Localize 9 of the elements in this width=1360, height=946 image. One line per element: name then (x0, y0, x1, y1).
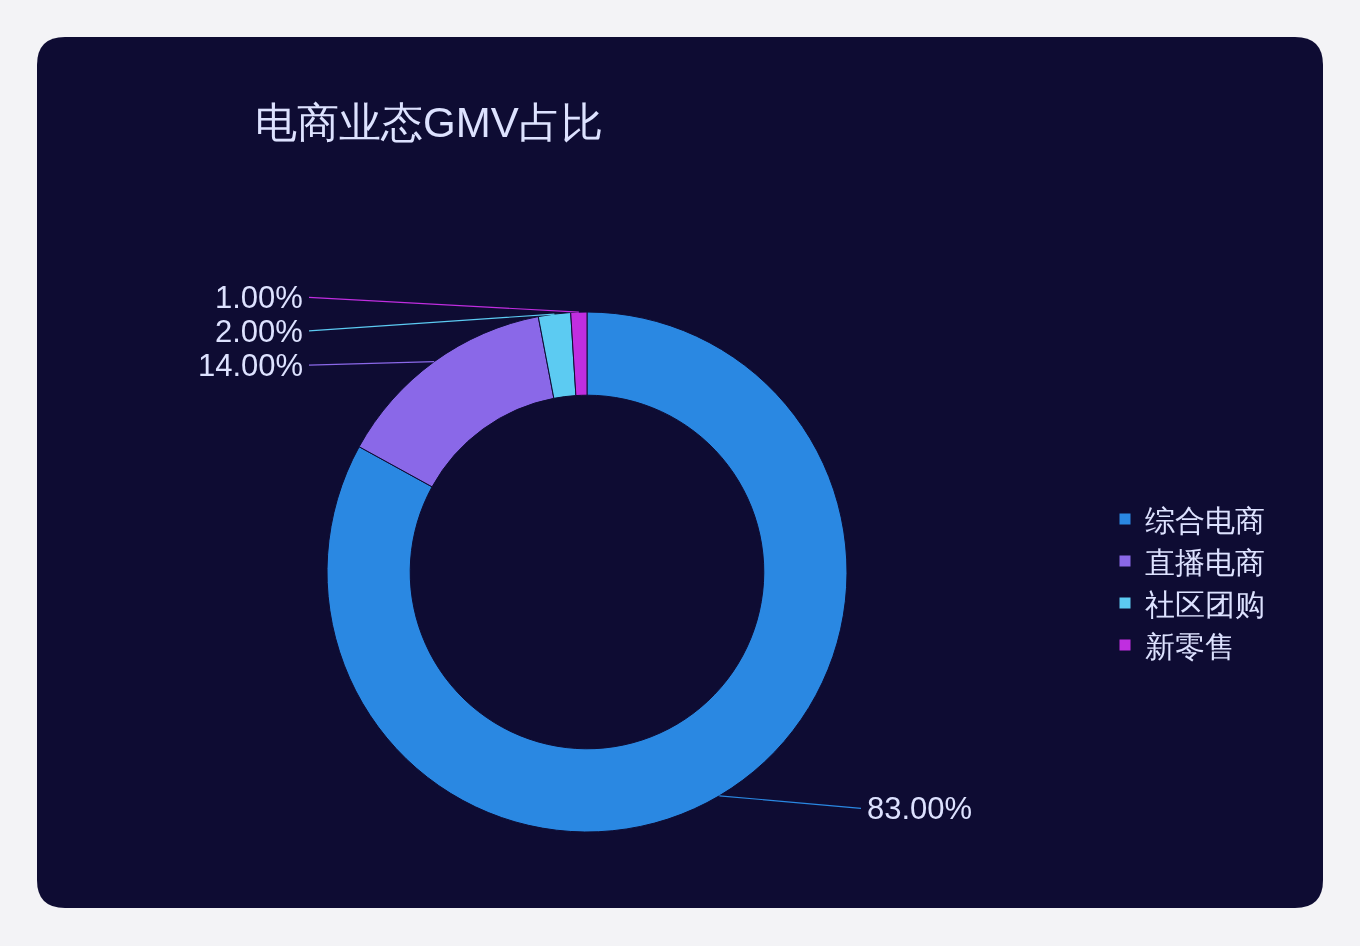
data-label: 14.00% (198, 348, 304, 383)
legend-label: 新零售 (1145, 629, 1235, 663)
legend-label: 直播电商 (1145, 545, 1265, 579)
data-label: 1.00% (215, 280, 303, 315)
legend-label: 综合电商 (1145, 503, 1265, 537)
chart-title: 电商业态GMV占比 (255, 98, 603, 146)
data-label: 2.00% (215, 314, 303, 349)
data-label: 83.00% (867, 791, 973, 826)
legend-label: 社区团购 (1145, 587, 1265, 621)
